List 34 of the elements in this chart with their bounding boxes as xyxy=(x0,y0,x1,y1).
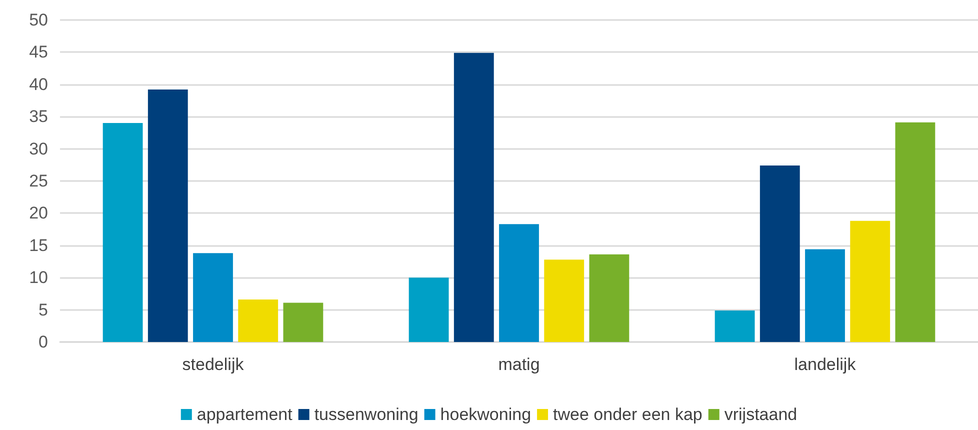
y-tick-label: 30 xyxy=(29,139,48,158)
y-tick-label: 20 xyxy=(29,204,48,223)
x-tick-label: matig xyxy=(498,355,540,374)
bar xyxy=(454,52,494,342)
bar xyxy=(850,220,890,342)
bar xyxy=(193,253,233,342)
y-tick-label: 35 xyxy=(29,107,48,126)
y-tick-label: 45 xyxy=(29,42,48,62)
legend-label: twee onder een kap xyxy=(553,405,702,424)
y-tick-label: 15 xyxy=(29,236,48,255)
y-tick-label: 50 xyxy=(29,10,48,30)
legend-label: tussenwoning xyxy=(314,405,418,424)
y-tick-label: 40 xyxy=(29,74,48,94)
x-tick-label: landelijk xyxy=(794,355,856,374)
legend-label: vrijstaand xyxy=(724,405,798,424)
bar xyxy=(408,278,449,342)
bar xyxy=(589,254,630,342)
x-tick-label: stedelijk xyxy=(182,355,244,374)
bar xyxy=(805,249,845,342)
legend-label: appartement xyxy=(196,405,293,424)
bar xyxy=(102,123,143,342)
bar xyxy=(148,90,188,342)
bar xyxy=(714,310,755,342)
y-tick-label: 5 xyxy=(38,300,48,320)
bar xyxy=(283,302,324,342)
bar xyxy=(238,299,278,342)
y-tick-label: 10 xyxy=(29,268,48,288)
bar xyxy=(499,224,539,342)
bar xyxy=(760,166,800,342)
y-tick-label: 0 xyxy=(38,332,48,352)
bar xyxy=(544,260,584,342)
legend-label: hoekwoning xyxy=(440,405,532,424)
y-tick-label: 25 xyxy=(29,172,48,190)
bar xyxy=(895,122,936,342)
